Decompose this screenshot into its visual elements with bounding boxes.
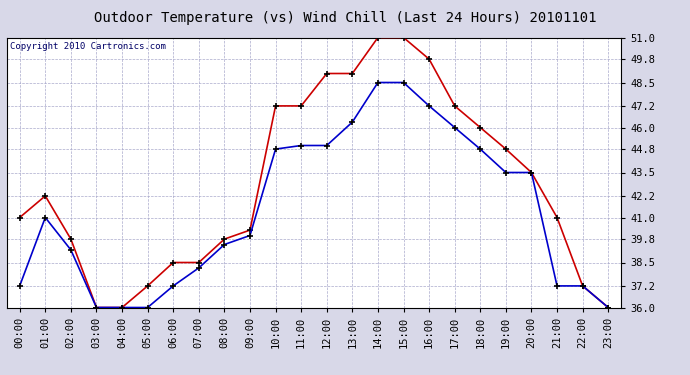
Text: Outdoor Temperature (vs) Wind Chill (Last 24 Hours) 20101101: Outdoor Temperature (vs) Wind Chill (Las… xyxy=(94,11,596,25)
Text: Copyright 2010 Cartronics.com: Copyright 2010 Cartronics.com xyxy=(10,42,166,51)
